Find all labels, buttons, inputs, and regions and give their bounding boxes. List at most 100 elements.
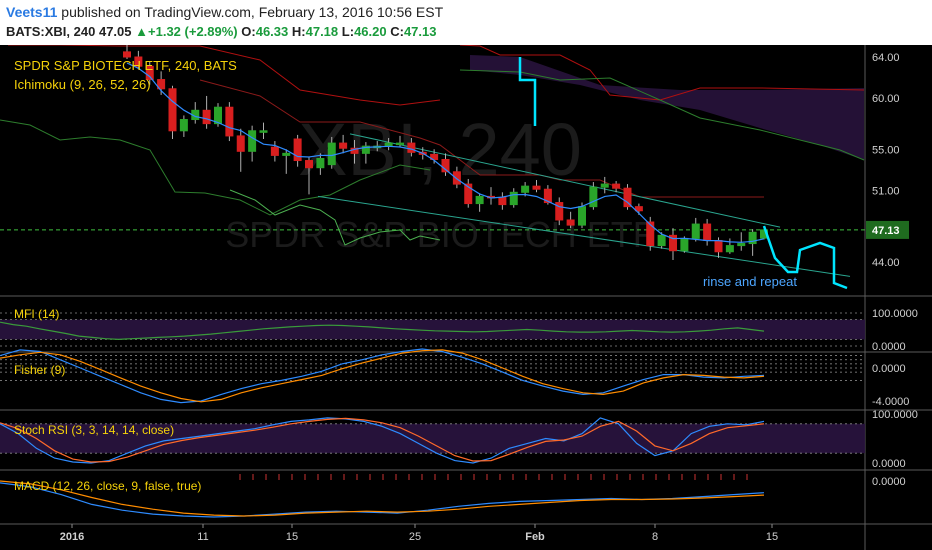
candle-up: [737, 243, 746, 247]
candle-down: [555, 202, 564, 221]
chart-header: Veets11 published on TradingView.com, Fe…: [0, 0, 932, 45]
candle-down: [202, 109, 211, 125]
time-axis-label: Feb: [525, 531, 545, 543]
candle-down: [464, 183, 473, 205]
macd-label: MACD (12, 26, close, 9, false, true): [14, 479, 201, 493]
close-value: 47.13: [403, 24, 437, 39]
mfi-axis-tick: 0.0000: [872, 341, 906, 353]
publish-line: Veets11 published on TradingView.com, Fe…: [6, 4, 443, 20]
candle-up: [179, 119, 188, 132]
candle-down: [145, 65, 154, 81]
stoch-k-line: [0, 417, 765, 464]
stoch-band: [0, 423, 865, 454]
high-value: 47.18: [305, 24, 339, 39]
candle-down: [703, 223, 712, 241]
candle-down: [634, 206, 643, 212]
candle-up: [521, 185, 530, 193]
candle-down: [293, 138, 302, 162]
candle-down: [612, 183, 621, 189]
candle-down: [339, 142, 348, 149]
candle-down: [123, 51, 131, 58]
last-price: 47.05: [98, 24, 132, 39]
fisher-trigger-line: [0, 349, 765, 403]
fisher-pane[interactable]: 0.0000 -4.0000: [0, 348, 932, 411]
candle-down: [646, 221, 655, 247]
candle-down: [532, 185, 541, 190]
mfi-label: MFI (14): [14, 307, 59, 321]
publish-info: published on TradingView.com, February 1…: [61, 4, 444, 20]
chart-canvas[interactable]: XBI, 240 SPDR S&P BIOTECH ETF 64.00 60.00…: [0, 45, 932, 550]
macd-pane[interactable]: 0.0000: [0, 474, 932, 525]
candle-up: [578, 206, 586, 226]
symbol-label: BATS:XBI, 240: [6, 24, 96, 39]
pane-labels: SPDR S&P BIOTECH ETF, 240, BATS Ichimoku…: [14, 58, 797, 493]
candle-up: [748, 231, 757, 245]
fisher-label: Fisher (9): [14, 363, 65, 377]
mfi-pane[interactable]: 100.0000 0.0000: [0, 308, 932, 353]
up-arrow-icon: ▲: [135, 24, 149, 39]
candle-up: [657, 234, 666, 247]
current-price-badge: [866, 220, 909, 239]
candle-down: [441, 159, 450, 173]
high-label: H:: [291, 24, 306, 39]
close-label: C:: [390, 24, 404, 39]
mfi-line: [0, 321, 765, 341]
candle-up: [600, 183, 609, 188]
time-axis-label: 15: [286, 531, 298, 543]
mfi-band: [0, 319, 865, 340]
candle-down: [225, 106, 234, 137]
candle-down: [134, 56, 143, 67]
price-axis-tick: 44.00: [872, 257, 900, 269]
candle-down: [430, 153, 439, 160]
candle-up: [589, 186, 598, 208]
candle-up: [361, 145, 370, 154]
price-change: +1.32 (+2.89%): [148, 24, 238, 39]
channel-upper-line: [349, 133, 781, 228]
candle-down: [157, 79, 166, 90]
mfi-axis-tick: 100.0000: [872, 308, 918, 320]
senkou-span-a: [0, 119, 431, 216]
cyan-drawing-projection: [762, 225, 848, 290]
candle-down: [407, 142, 416, 153]
time-axis-label: 2016: [60, 531, 84, 543]
candle-up: [680, 237, 689, 252]
chart-title: SPDR S&P BIOTECH ETF, 240, BATS: [14, 58, 237, 73]
price-axis-tick: 51.00: [872, 185, 900, 197]
watermark-name: SPDR S&P BIOTECH ETF: [225, 214, 654, 255]
open-value: 46.33: [255, 24, 289, 39]
candle-up: [248, 130, 257, 152]
candle-down: [270, 146, 279, 156]
rinse-annotation: rinse and repeat: [703, 274, 797, 289]
stoch-rsi-pane[interactable]: 100.0000 0.0000: [0, 409, 932, 471]
candle-up: [396, 142, 404, 146]
main-price-pane[interactable]: 64.00 60.00 55.00 51.00 44.00 47.13: [0, 45, 932, 550]
candle-down: [498, 196, 507, 206]
candle-down: [714, 239, 723, 253]
senkou-span-b-early: [8, 45, 441, 106]
candle-down: [168, 88, 177, 132]
watermark-symbol: XBI, 240: [298, 108, 582, 191]
ichimoku-label: Ichimoku (9, 26, 52, 26): [14, 77, 151, 92]
candle-up: [214, 106, 222, 125]
time-axis[interactable]: 2016 11 15 25 Feb 8 15: [60, 524, 778, 543]
candle-down: [305, 160, 313, 169]
candle-up: [316, 157, 325, 169]
candle-up: [691, 223, 700, 239]
candle-down: [669, 234, 677, 252]
low-label: L:: [341, 24, 355, 39]
stoch-rsi-label: Stoch RSI (3, 3, 14, 14, close): [14, 423, 174, 437]
stoch-axis-tick: 100.0000: [872, 409, 918, 421]
fisher-axis-tick: 0.0000: [872, 363, 906, 375]
price-axis-tick: 55.00: [872, 144, 900, 156]
time-axis-label: 25: [409, 531, 421, 543]
senkou-span-b: [459, 45, 865, 101]
candle-up: [259, 130, 268, 133]
candle-down: [543, 188, 552, 204]
price-axis-tick: 64.00: [872, 52, 900, 64]
candle-up: [509, 191, 518, 206]
author-link[interactable]: Veets11: [6, 4, 58, 20]
candle-up: [475, 195, 484, 205]
channel-lower-line: [317, 195, 851, 277]
fisher-line: [0, 348, 765, 404]
time-axis-label: 15: [766, 531, 778, 543]
